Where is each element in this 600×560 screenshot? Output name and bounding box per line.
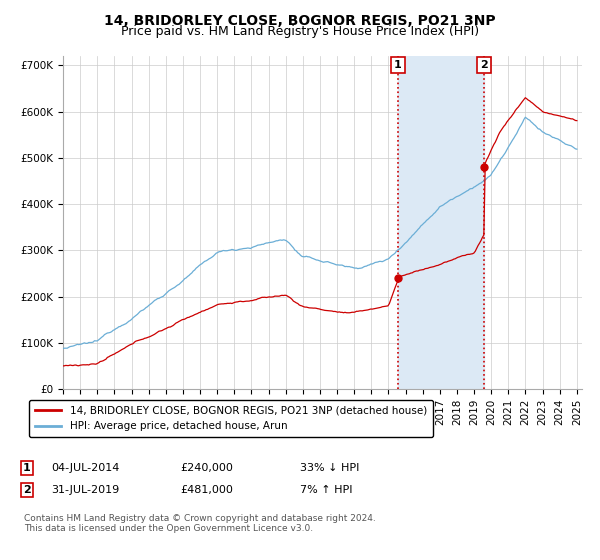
- Text: 2: 2: [480, 60, 488, 70]
- Text: Price paid vs. HM Land Registry's House Price Index (HPI): Price paid vs. HM Land Registry's House …: [121, 25, 479, 38]
- Text: 1: 1: [394, 60, 402, 70]
- Text: 2: 2: [23, 485, 31, 495]
- Text: 33% ↓ HPI: 33% ↓ HPI: [300, 463, 359, 473]
- Text: Contains HM Land Registry data © Crown copyright and database right 2024.
This d: Contains HM Land Registry data © Crown c…: [24, 514, 376, 533]
- Text: 31-JUL-2019: 31-JUL-2019: [51, 485, 119, 495]
- Text: 7% ↑ HPI: 7% ↑ HPI: [300, 485, 353, 495]
- Text: 1: 1: [23, 463, 31, 473]
- Text: 14, BRIDORLEY CLOSE, BOGNOR REGIS, PO21 3NP: 14, BRIDORLEY CLOSE, BOGNOR REGIS, PO21 …: [104, 14, 496, 28]
- Text: £240,000: £240,000: [180, 463, 233, 473]
- Legend: 14, BRIDORLEY CLOSE, BOGNOR REGIS, PO21 3NP (detached house), HPI: Average price: 14, BRIDORLEY CLOSE, BOGNOR REGIS, PO21 …: [29, 400, 433, 437]
- Text: 04-JUL-2014: 04-JUL-2014: [51, 463, 119, 473]
- Text: £481,000: £481,000: [180, 485, 233, 495]
- Bar: [398, 56, 484, 389]
